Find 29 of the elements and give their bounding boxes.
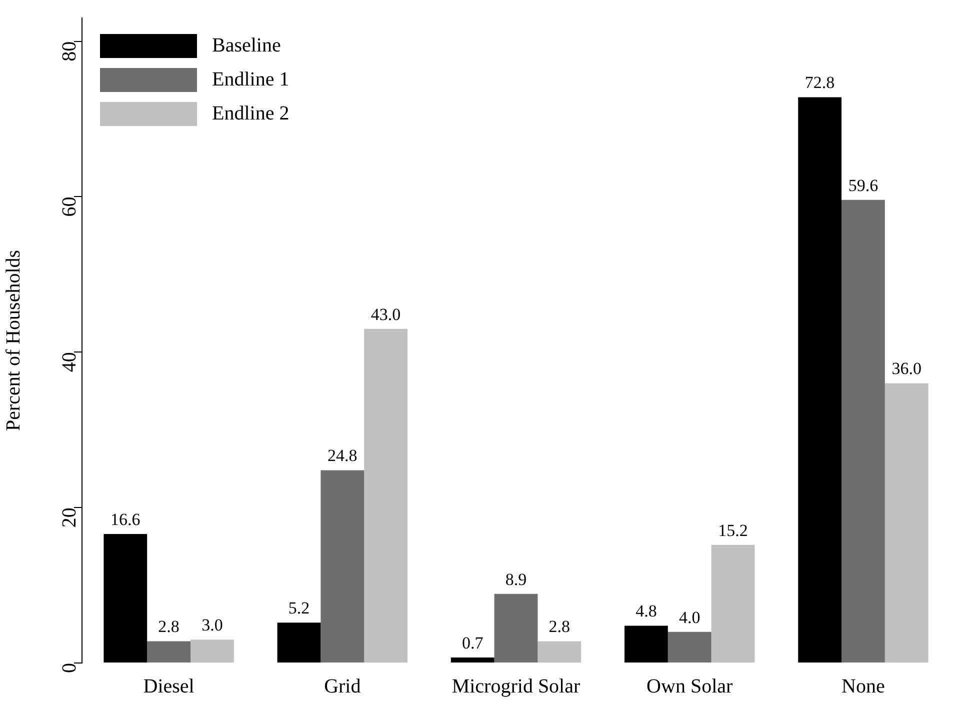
data-label: 36.0 <box>892 359 922 378</box>
y-axis-title: Percent of Households <box>2 250 24 432</box>
data-label: 3.0 <box>202 616 223 635</box>
data-label: 24.8 <box>328 446 358 466</box>
y-tick-label: 60 <box>58 196 80 217</box>
x-tick-label: Diesel <box>143 675 195 698</box>
y-tick-label: 0 <box>58 663 80 673</box>
x-tick-label: Own Solar <box>646 675 733 698</box>
data-label: 4.0 <box>678 608 700 627</box>
data-label: 15.2 <box>718 520 748 540</box>
y-tick-label: 80 <box>58 41 80 62</box>
data-label: 16.6 <box>110 510 140 529</box>
x-tick-label: Grid <box>324 675 361 698</box>
y-tick-label: 20 <box>58 508 80 528</box>
data-label: 0.7 <box>462 634 484 653</box>
data-label: 72.8 <box>804 73 835 92</box>
data-label: 2.8 <box>158 617 180 636</box>
y-tick-label: 40 <box>58 352 80 372</box>
data-label: 4.8 <box>636 602 657 621</box>
x-tick-label: None <box>842 675 885 698</box>
x-tick-label: Microgrid Solar <box>452 675 580 698</box>
data-label: 2.8 <box>548 617 570 636</box>
data-label: 8.9 <box>505 570 527 589</box>
legend-label: Endline 1 <box>212 68 290 90</box>
data-label: 5.2 <box>288 598 310 618</box>
legend-label: Baseline <box>212 34 281 56</box>
legend-label: Endline 2 <box>212 102 290 124</box>
data-label: 59.6 <box>848 176 878 195</box>
data-label: 43.0 <box>370 304 401 324</box>
